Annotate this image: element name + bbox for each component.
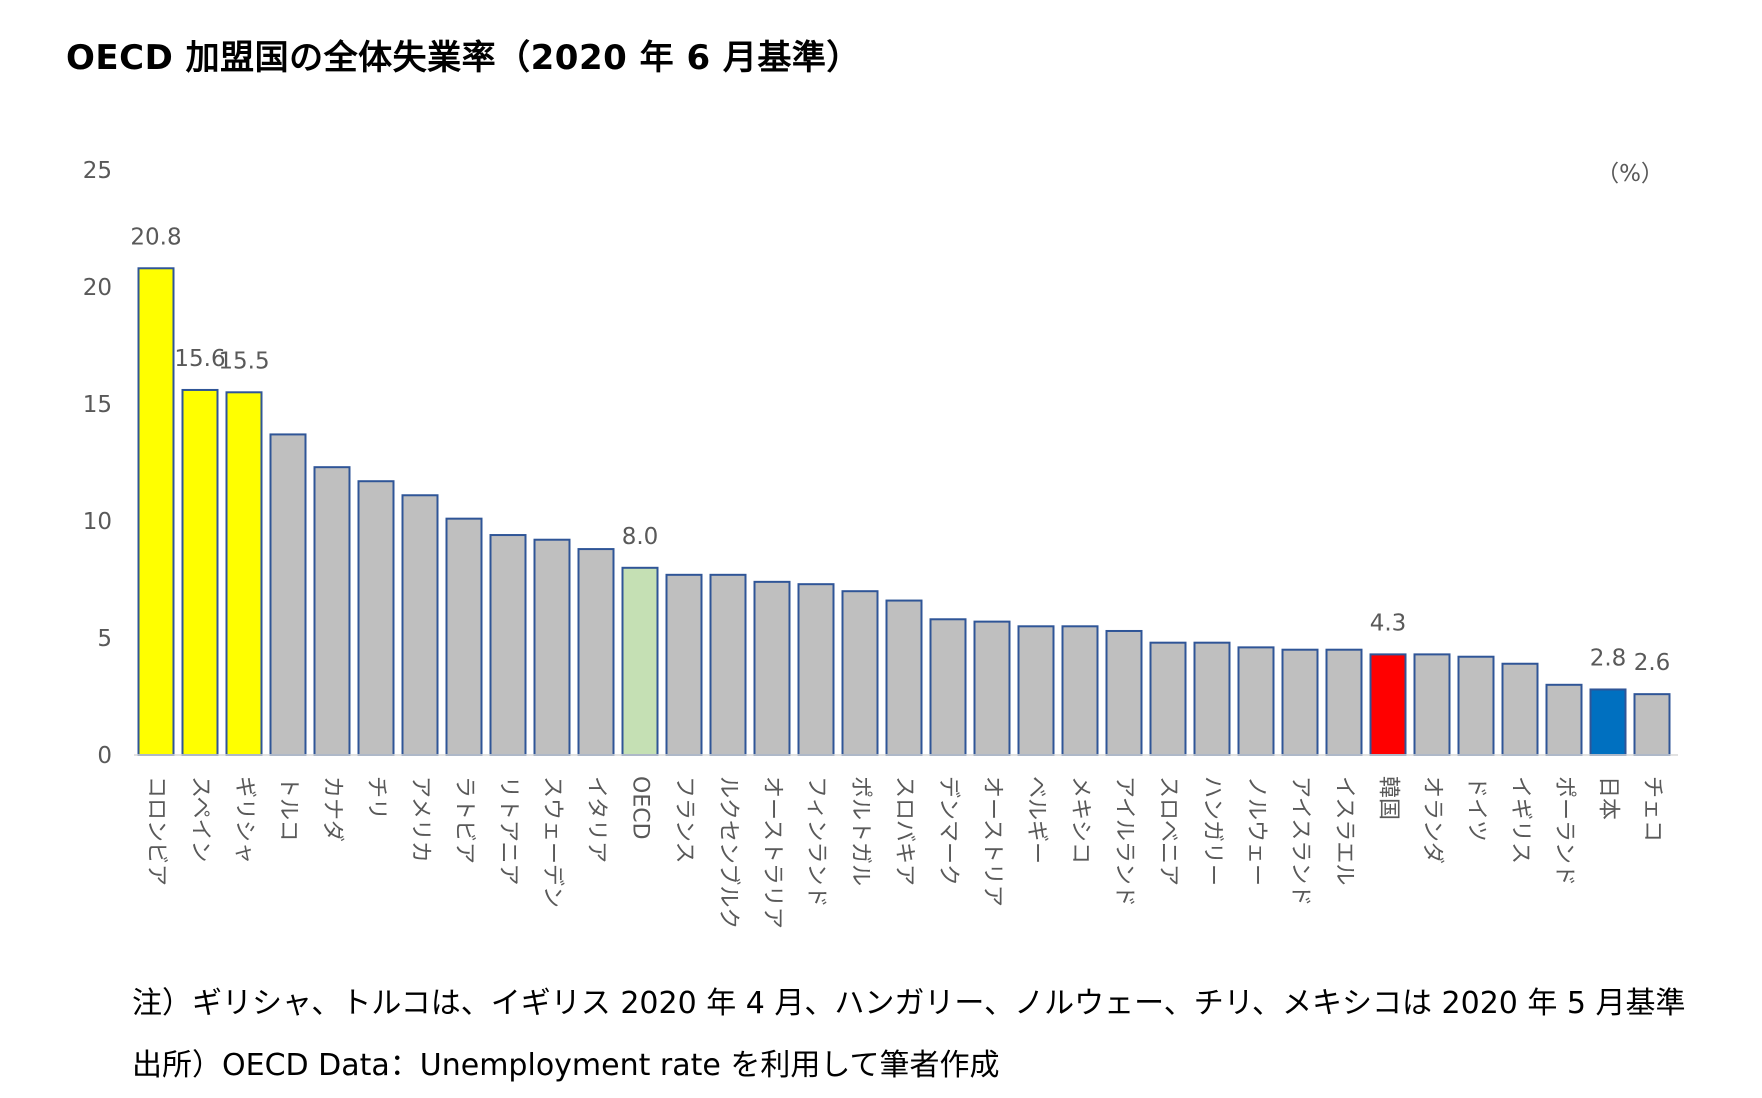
data-label: 2.8: [1590, 645, 1627, 671]
bar-cat-2: [225, 391, 263, 756]
x-tick-label: アイスランド: [1288, 776, 1313, 906]
data-label: 20.8: [130, 224, 181, 250]
x-tick-label: ノルウェー: [1244, 776, 1269, 886]
bar-cat-8: [489, 534, 527, 756]
x-tick-label: トルコ: [276, 776, 301, 842]
data-label: 15.6: [174, 346, 225, 372]
x-tick-label: ギリシャ: [232, 776, 257, 864]
x-tick-label: イタリア: [584, 776, 609, 863]
x-tick-label: イスラエル: [1332, 776, 1357, 885]
y-tick-label: 10: [83, 509, 112, 535]
data-label: 4.3: [1370, 610, 1407, 636]
bar-cat-5: [357, 480, 395, 756]
y-tick-label: 5: [97, 626, 112, 652]
bar-cat-29: [1413, 653, 1451, 757]
bar-cat-15: [797, 583, 835, 756]
x-tick-label: スウェーデン: [540, 776, 565, 908]
bar-cat-11: [621, 566, 659, 756]
y-tick-label: 20: [83, 275, 112, 301]
x-tick-label: スロベニア: [1156, 776, 1181, 886]
bar-cat-10: [577, 548, 615, 757]
bar-cat-21: [1061, 625, 1099, 756]
x-tick-label: ポルトガル: [848, 776, 873, 886]
x-tick-label: チェコ: [1640, 776, 1665, 842]
bar-cat-23: [1149, 641, 1187, 756]
bar-cat-0: [137, 267, 175, 756]
bar-cat-9: [533, 538, 571, 756]
bar-cat-13: [709, 573, 747, 756]
x-tick-label: 日本: [1596, 776, 1621, 820]
chart-title: OECD 加盟国の全体失業率（2020 年 6 月基準）: [66, 38, 861, 78]
x-tick-label: ドイツ: [1464, 776, 1489, 842]
x-tick-label: フィンランド: [804, 776, 829, 908]
bar-cat-33: [1589, 688, 1627, 756]
y-tick-label: 0: [97, 743, 112, 769]
bar-cat-34: [1633, 693, 1671, 756]
x-tick-label: フランス: [672, 776, 697, 864]
bar-cat-17: [885, 599, 923, 756]
bar-cat-1: [181, 388, 219, 756]
bar-cat-30: [1457, 655, 1495, 756]
bar-cat-32: [1545, 683, 1583, 756]
x-tick-label: ラトビア: [452, 776, 477, 864]
x-tick-label: OECD: [628, 776, 653, 840]
bar-cat-19: [973, 620, 1011, 756]
x-tick-label: イギリス: [1508, 776, 1533, 864]
x-tick-label: ポーランド: [1552, 776, 1577, 886]
x-tick-label: スロバキア: [892, 776, 917, 886]
x-tick-label: オランダ: [1420, 776, 1445, 864]
y-axis: 0 5 10 15 20 25: [83, 158, 112, 769]
footnote-source: 出所）OECD Data：Unemployment rate を利用して筆者作成: [132, 1048, 1000, 1083]
bar-cat-18: [929, 618, 967, 757]
footnote-note: 注）ギリシャ、トルコは、イギリス 2020 年 4 月、ハンガリー、ノルウェー、…: [132, 986, 1686, 1021]
bar-cat-7: [445, 517, 483, 756]
x-tick-label: ハンガリー: [1200, 776, 1225, 886]
bar-cat-14: [753, 580, 791, 757]
bar-cat-25: [1237, 646, 1275, 756]
x-axis-labels: コロンビア スペイン ギリシャ トルコ カナダ チリ アメリカ ラトビア リトアニア スウェーデン…: [144, 776, 1665, 929]
x-tick-label: 韓国: [1376, 776, 1401, 820]
x-tick-label: ベルギー: [1024, 776, 1049, 864]
x-tick-label: オーストラリア: [760, 776, 785, 929]
x-tick-label: オーストリア: [980, 776, 1005, 907]
data-label: 2.6: [1634, 650, 1671, 676]
bar-cat-20: [1017, 625, 1055, 756]
x-tick-label: コロンビア: [144, 776, 169, 886]
bar-cat-28: [1369, 653, 1407, 757]
bar-cat-4: [313, 466, 351, 756]
x-tick-label: アメリカ: [408, 776, 433, 863]
bar-cat-27: [1325, 648, 1363, 757]
data-label: 8.0: [622, 524, 659, 550]
x-tick-label: リトアニア: [496, 776, 521, 886]
x-tick-label: デンマーク: [936, 776, 961, 886]
x-tick-label: カナダ: [320, 776, 345, 842]
unit-label: （%）: [1596, 161, 1664, 187]
bar-cat-24: [1193, 641, 1231, 756]
bar-cat-6: [401, 494, 439, 756]
x-tick-label: アイルランド: [1112, 776, 1137, 907]
bar-cat-26: [1281, 648, 1319, 757]
y-tick-label: 25: [83, 158, 112, 184]
x-tick-label: ルクセンブルク: [716, 776, 741, 929]
bar-series: [137, 267, 1671, 757]
y-tick-label: 15: [83, 392, 112, 418]
bar-chart: 0 5 10 15 20 25 20.8 15.615.5 8.0 4.3 2.8 2.6 コロンビ…: [83, 158, 1678, 929]
bar-cat-16: [841, 590, 879, 757]
bar-cat-12: [665, 573, 703, 756]
x-tick-label: スペイン: [188, 776, 213, 862]
x-tick-label: メキシコ: [1068, 776, 1093, 864]
data-label: 15.5: [218, 348, 269, 374]
bar-cat-31: [1501, 662, 1539, 756]
bar-cat-3: [269, 433, 307, 756]
bar-cat-22: [1105, 629, 1143, 756]
data-labels: 20.8 15.615.5 8.0 4.3 2.8 2.6: [130, 224, 1670, 676]
x-tick-label: チリ: [364, 776, 389, 820]
